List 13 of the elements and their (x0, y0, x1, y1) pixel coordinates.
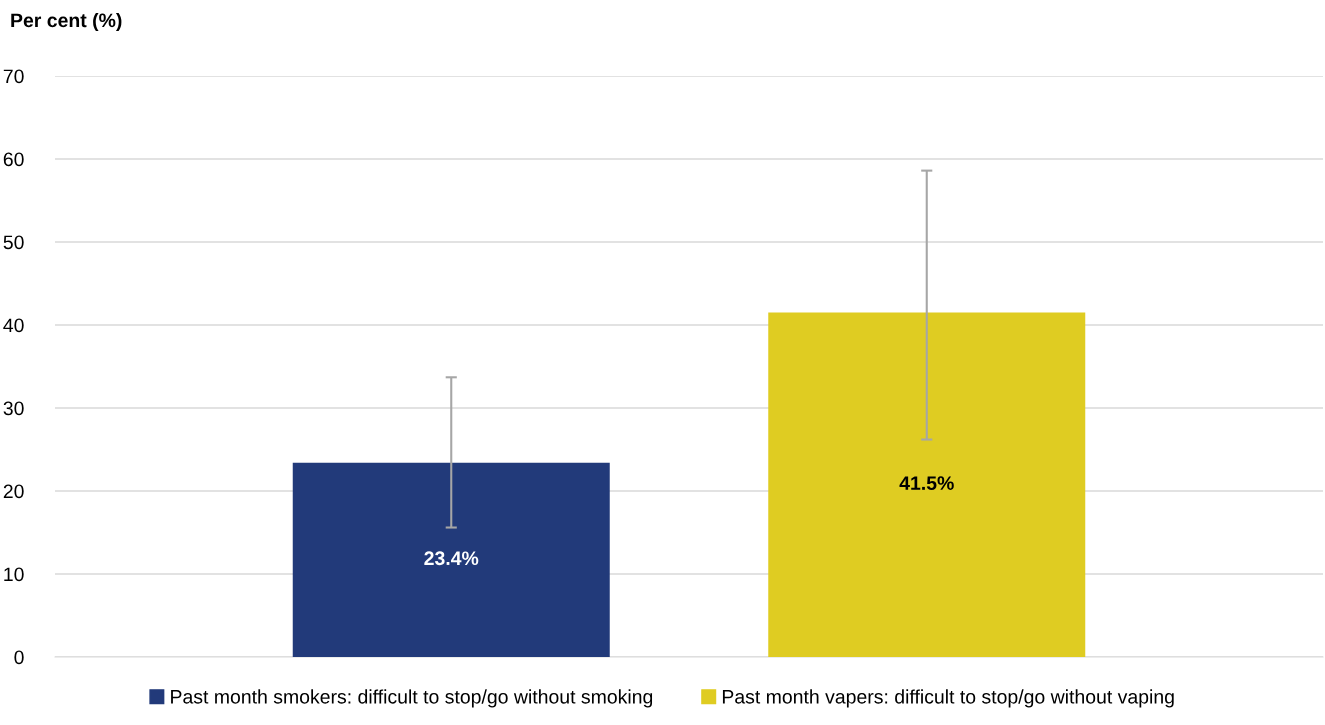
y-tick-label: 0 (14, 650, 24, 665)
y-tick-label: 10 (4, 567, 24, 582)
y-tick-label: 50 (3, 235, 24, 250)
data-label: 41.5% (899, 476, 954, 490)
data-label: 23.4% (424, 551, 479, 566)
legend-label: Past month vapers: difficult to stop/go without vaping (722, 689, 1174, 708)
y-tick-label: 60 (3, 152, 24, 167)
y-tick-label: 20 (3, 484, 24, 499)
y-tick-label: 70 (3, 69, 24, 84)
y-axis-title: Per cent (%) (11, 12, 122, 32)
legend-label: Past month smokers: difficult to stop/go without smoking (171, 689, 653, 708)
y-tick-label: 40 (3, 318, 24, 333)
y-tick-label: 30 (3, 401, 24, 416)
